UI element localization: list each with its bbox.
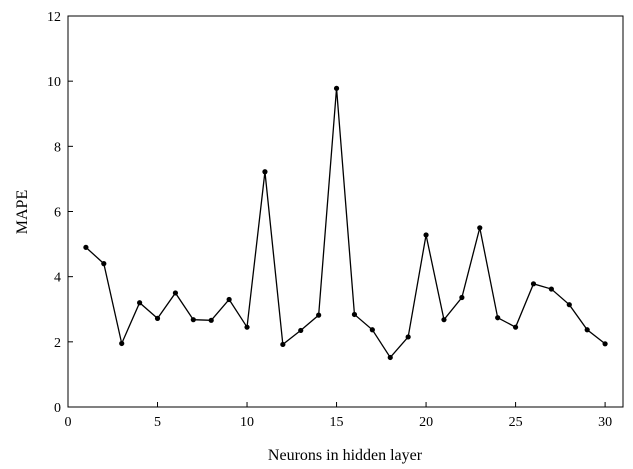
x-tick-label: 10 [240,415,254,430]
plot-frame [67,15,624,408]
data-point [333,85,340,91]
data-point [262,169,268,175]
data-point [548,286,554,292]
data-point [566,302,572,308]
y-tick-label: 4 [54,271,61,286]
y-tick-label: 8 [54,140,61,155]
data-point [387,354,393,361]
data-point [226,296,232,303]
data-point [584,327,590,333]
y-axis-label: MAPE [14,190,31,234]
x-tick-label: 20 [419,415,433,430]
y-tick-label: 6 [54,206,61,221]
data-point [280,341,286,348]
data-point [244,324,250,330]
data-point [351,311,358,318]
y-tick-label: 0 [54,401,61,416]
x-axis-label: Neurons in hidden layer [268,447,423,464]
x-tick-label: 25 [509,415,523,430]
x-axis: 0 5 10 15 20 25 30 [65,402,612,430]
plot-border [67,15,624,408]
y-axis: 0 2 4 6 8 10 12 [47,10,73,416]
x-tick-label: 30 [598,415,612,430]
data-point [83,244,89,250]
y-tick-label: 2 [54,336,61,351]
data-point [477,225,483,231]
data-point [530,281,537,287]
series-layer [83,85,608,361]
data-point [208,317,214,323]
data-point [298,327,304,334]
data-point [405,334,411,340]
data-point [602,341,608,347]
data-point [495,315,501,321]
data-point [459,294,465,301]
data-point [172,290,179,296]
x-tick-label: 15 [330,415,344,430]
data-point [119,340,125,347]
data-point [154,315,161,321]
series-line [85,88,606,359]
y-tick-label: 12 [47,10,61,25]
data-point [101,261,107,267]
data-point [423,232,429,238]
data-point [137,300,143,306]
data-point [512,324,519,330]
y-tick-label: 10 [47,75,61,90]
x-tick-label: 0 [65,415,72,430]
x-tick-label: 5 [154,415,161,430]
data-point [441,317,447,323]
data-point [316,312,322,318]
data-point [369,327,375,333]
data-point [190,317,196,323]
